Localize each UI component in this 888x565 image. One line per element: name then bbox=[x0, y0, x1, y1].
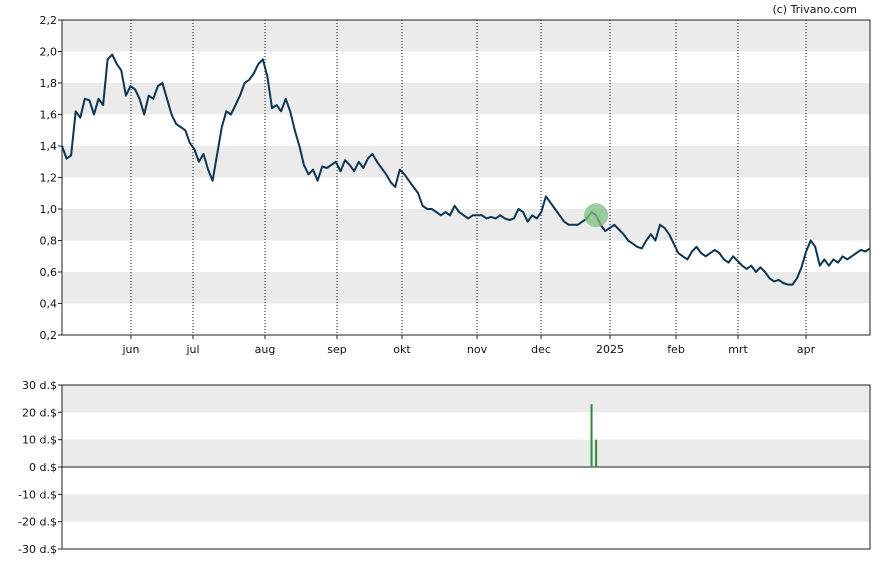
volume-y-tick-label: -30 d.$ bbox=[18, 543, 57, 556]
credit-label: (c) Trivano.com bbox=[772, 3, 857, 16]
volume-bar bbox=[595, 439, 598, 467]
price-band bbox=[62, 83, 870, 115]
price-panel-bands bbox=[62, 20, 870, 304]
price-y-tick-label: 0,4 bbox=[40, 298, 58, 311]
event-marker bbox=[584, 203, 609, 228]
price-x-tick-label: dec bbox=[531, 343, 551, 356]
volume-y-axis: 30 d.$ 20 d.$ 10 d.$ 0 d.$ -10 d.$ -20 d.$ -30… bbox=[18, 379, 62, 556]
volume-y-tick-label: 30 d.$ bbox=[22, 379, 57, 392]
price-x-tick-label: sep bbox=[327, 343, 346, 356]
price-y-tick-label: 0,6 bbox=[40, 266, 58, 279]
price-x-tick-label: nov bbox=[467, 343, 488, 356]
price-line bbox=[61, 53, 871, 286]
volume-band bbox=[62, 439, 870, 467]
price-y-tick-label: 2,2 bbox=[40, 14, 58, 27]
price-x-tick-label: apr bbox=[797, 343, 816, 356]
price-x-tick-label: mrt bbox=[728, 343, 748, 356]
volume-bars bbox=[590, 404, 598, 467]
price-x-tick-label: feb bbox=[667, 343, 685, 356]
price-y-tick-label: 2,0 bbox=[40, 46, 58, 59]
price-x-tick-label: 2025 bbox=[596, 343, 624, 356]
volume-band bbox=[62, 385, 870, 413]
volume-y-tick-label: -10 d.$ bbox=[18, 488, 57, 501]
price-x-tick-label: okt bbox=[393, 343, 411, 356]
volume-y-tick-label: 0 d.$ bbox=[29, 461, 57, 474]
volume-y-tick-label: 20 d.$ bbox=[22, 406, 57, 419]
price-band bbox=[62, 20, 870, 52]
price-y-tick-label: 1,6 bbox=[40, 109, 58, 122]
price-y-axis: 0,2 0,4 0,6 0,8 1,0 1,2 1,4 1,6 1,8 2,0 2,2 bbox=[40, 14, 62, 342]
volume-y-tick-label: 10 d.$ bbox=[22, 434, 57, 447]
price-band bbox=[62, 146, 870, 178]
price-y-tick-label: 0,2 bbox=[40, 329, 58, 342]
price-x-tick-label: aug bbox=[255, 343, 276, 356]
price-x-tick-label: jul bbox=[185, 343, 199, 356]
volume-band bbox=[62, 494, 870, 522]
price-x-axis: jun jul aug sep okt nov dec 2025 feb mrt apr bbox=[122, 335, 816, 356]
volume-bar bbox=[590, 404, 593, 467]
price-series bbox=[61, 53, 871, 286]
price-y-tick-label: 1,0 bbox=[40, 203, 58, 216]
price-band bbox=[62, 209, 870, 241]
price-band bbox=[62, 272, 870, 304]
volume-y-tick-label: -20 d.$ bbox=[18, 516, 57, 529]
price-y-tick-label: 1,8 bbox=[40, 77, 58, 90]
price-x-tick-label: jun bbox=[122, 343, 140, 356]
price-y-tick-label: 1,2 bbox=[40, 172, 58, 185]
price-y-tick-label: 0,8 bbox=[40, 235, 58, 248]
volume-panel-bands bbox=[62, 385, 870, 522]
price-y-tick-label: 1,4 bbox=[40, 140, 58, 153]
